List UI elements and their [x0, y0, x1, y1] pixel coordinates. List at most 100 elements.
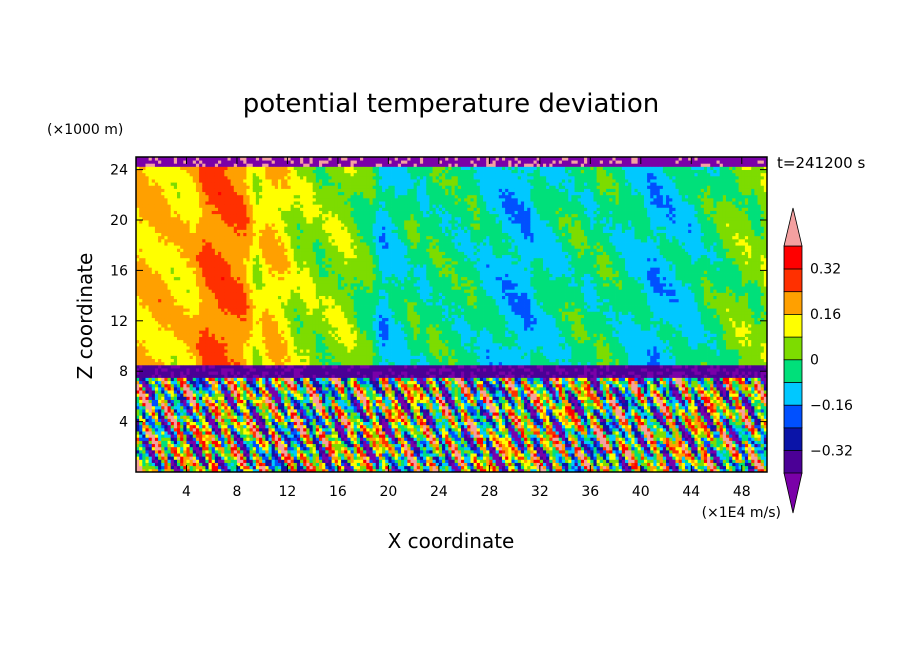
contour-cell — [189, 229, 194, 233]
contour-cell — [268, 267, 273, 271]
contour-cell — [236, 418, 241, 422]
contour-cell — [284, 333, 288, 337]
contour-cell — [230, 399, 235, 404]
contour-cell — [277, 292, 282, 296]
contour-cell — [173, 289, 178, 293]
contour-cell — [151, 292, 156, 296]
contour-cell — [246, 449, 250, 454]
contour-cell — [142, 453, 146, 457]
contour-cell — [202, 197, 206, 202]
contour-cell — [249, 292, 254, 296]
contour-cell — [177, 301, 181, 306]
contour-cell — [139, 267, 143, 271]
contour-cell — [243, 254, 247, 259]
contour-cell — [246, 226, 250, 230]
contour-cell — [214, 364, 219, 369]
contour-cell — [208, 286, 213, 290]
contour-cell — [199, 298, 203, 303]
contour-cell — [205, 226, 209, 230]
contour-cell — [252, 355, 257, 359]
contour-cell — [214, 229, 219, 233]
contour-cell — [290, 292, 295, 296]
contour-cell — [142, 182, 146, 186]
contour-cell — [230, 355, 235, 359]
contour-cell — [268, 465, 273, 470]
contour-cell — [277, 245, 282, 249]
contour-cell — [268, 431, 273, 435]
contour-cell — [287, 327, 291, 331]
contour-cell — [186, 459, 191, 463]
contour-cell — [208, 427, 213, 432]
contour-cell — [151, 440, 156, 445]
contour-cell — [271, 418, 276, 422]
contour-cell — [154, 286, 159, 290]
contour-cell — [268, 323, 273, 328]
contour-cell — [208, 431, 213, 435]
contour-cell — [290, 465, 295, 470]
contour-cell — [173, 283, 178, 287]
contour-cell — [208, 405, 213, 410]
contour-cell — [290, 267, 295, 271]
contour-cell — [240, 374, 244, 378]
contour-cell — [259, 453, 263, 457]
contour-cell — [205, 295, 209, 300]
contour-cell — [199, 434, 203, 438]
contour-cell — [142, 449, 146, 454]
contour-cell — [277, 431, 282, 435]
contour-cell — [195, 270, 200, 274]
contour-cell — [180, 386, 184, 391]
contour-cell — [268, 264, 273, 268]
contour-cell — [221, 434, 225, 438]
contour-cell — [167, 314, 172, 319]
contour-cell — [214, 371, 219, 375]
contour-cell — [255, 286, 260, 290]
contour-cell — [136, 194, 140, 199]
contour-cell — [189, 201, 194, 205]
contour-cell — [281, 188, 285, 193]
contour-cell — [189, 292, 194, 296]
contour-cell — [186, 248, 191, 252]
contour-cell — [221, 175, 225, 180]
contour-cell — [189, 390, 194, 394]
contour-cell — [281, 301, 285, 306]
contour-cell — [243, 160, 247, 164]
contour-cell — [262, 383, 266, 388]
contour-cell — [186, 355, 191, 359]
contour-cell — [202, 462, 206, 467]
contour-cell — [290, 182, 295, 186]
contour-cell — [142, 456, 146, 460]
contour-cell — [284, 264, 288, 268]
contour-cell — [230, 449, 235, 454]
contour-cell — [145, 440, 150, 445]
contour-cell — [252, 260, 257, 265]
contour-cell — [183, 317, 187, 322]
chart-title: potential temperature deviation — [243, 89, 659, 119]
contour-cell — [148, 175, 153, 180]
contour-cell — [236, 308, 241, 312]
contour-cell — [142, 333, 146, 337]
contour-cell — [233, 399, 238, 404]
contour-cell — [221, 283, 225, 287]
contour-cell — [205, 355, 209, 359]
contour-cell — [274, 283, 279, 287]
contour-cell — [224, 298, 228, 303]
contour-cell — [208, 194, 213, 199]
contour-cell — [233, 396, 238, 400]
contour-cell — [142, 446, 146, 451]
contour-cell — [189, 279, 194, 284]
contour-cell — [281, 374, 285, 378]
contour-cell — [164, 462, 168, 467]
contour-cell — [142, 434, 146, 438]
contour-cell — [136, 248, 140, 252]
contour-cell — [199, 330, 203, 334]
contour-cell — [262, 456, 266, 460]
contour-cell — [186, 377, 191, 382]
contour-cell — [186, 346, 191, 350]
contour-cell — [243, 358, 247, 363]
contour-cell — [158, 289, 162, 293]
contour-cell — [202, 465, 206, 470]
contour-cell — [205, 421, 209, 426]
contour-cell — [262, 453, 266, 457]
contour-cell — [136, 459, 140, 463]
contour-cell — [249, 317, 254, 322]
